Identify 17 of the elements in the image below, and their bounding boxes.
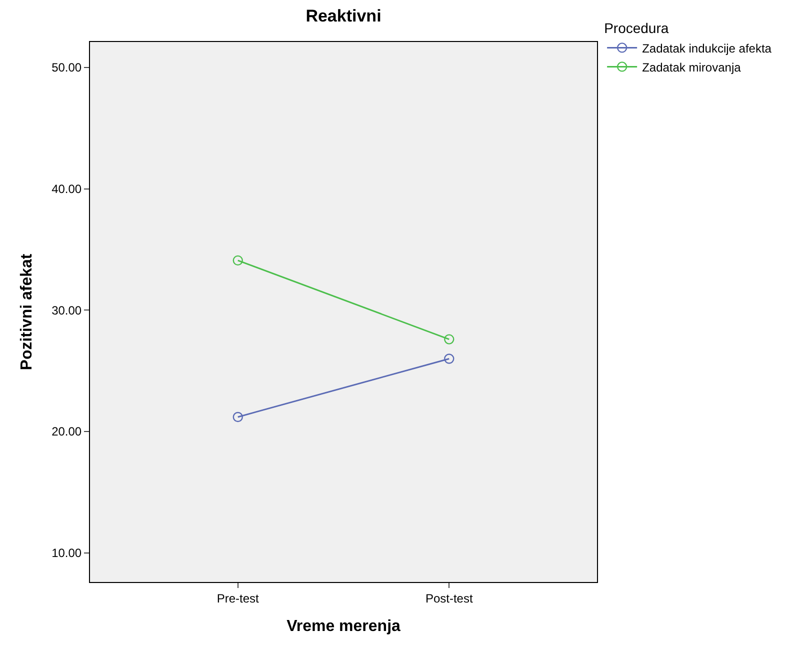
y-tick-label: 40.00 <box>52 182 82 196</box>
y-tick-label: 20.00 <box>52 424 82 439</box>
y-tick-label: 50.00 <box>52 60 82 75</box>
chart-title: Reaktivni <box>306 6 382 26</box>
point <box>232 255 243 266</box>
legend-title: Procedura <box>604 20 669 36</box>
legend-label: Zadatak mirovanja <box>642 60 742 74</box>
point <box>444 354 454 364</box>
y-tick-label: 30.00 <box>52 303 82 318</box>
legend-label: Zadatak indukcije afekta <box>642 41 772 56</box>
x-tick-label: Post-test <box>425 591 474 606</box>
x-tick-label: Pre-test <box>216 591 260 606</box>
point <box>444 334 454 344</box>
y-tick-label: 10.00 <box>52 546 82 560</box>
x-axis-title: Vreme merenja <box>286 618 401 636</box>
y-axis-title: Pozitivni afekat <box>18 253 36 370</box>
point <box>232 412 243 422</box>
